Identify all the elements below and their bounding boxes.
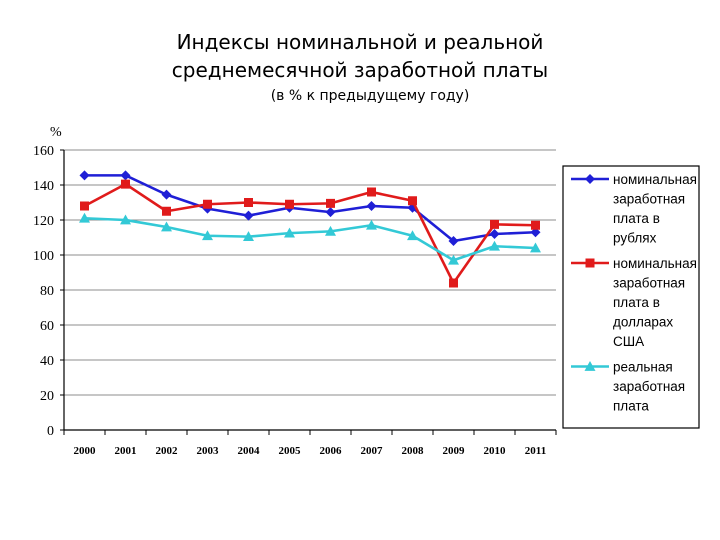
y-axis-label: %: [50, 125, 62, 140]
x-tick-2003: 2003: [197, 445, 220, 457]
series-1-point-2009: [448, 236, 459, 246]
x-tick-2008: 2008: [402, 445, 425, 457]
series-3-point-2008: [407, 230, 418, 241]
series-2-point-2011: [531, 220, 540, 230]
series-2-point-2007: [367, 187, 376, 197]
series-3-point-2002: [161, 221, 172, 232]
series-3-point-2003: [202, 230, 213, 241]
y-tick-100: 100: [33, 249, 54, 264]
legend-swatch-marker-1: [585, 174, 595, 184]
series-3-point-2005: [284, 227, 295, 238]
series-3-point-2010: [489, 240, 500, 251]
series-2-point-2008: [408, 196, 417, 206]
series-2-point-2003: [203, 199, 212, 209]
x-tick-2009: 2009: [443, 445, 466, 457]
x-tick-labels: 2000 2001 2002 2003 2004 2005 2006 2007 2008 2009…: [74, 445, 547, 457]
legend-label-2-line-1: номинальная: [613, 256, 697, 271]
series-group: [79, 170, 541, 288]
x-tick-2000: 2000: [74, 445, 97, 457]
legend-label-3-line-1: реальная: [613, 360, 673, 375]
y-tick-60: 60: [40, 319, 54, 334]
y-tick-20: 20: [40, 389, 54, 404]
series-1-point-2007: [366, 201, 377, 211]
legend-label-1-line-2: заработная: [613, 192, 685, 207]
gridlines: [64, 149, 556, 396]
series-2-point-2004: [244, 198, 253, 207]
y-tick-0: 0: [47, 424, 54, 439]
chart-title: Индексы номинальной и реальной среднемес…: [100, 28, 620, 84]
y-tick-40: 40: [40, 354, 54, 369]
axes: [60, 149, 557, 435]
series-3-point-2006: [325, 225, 336, 236]
series-1-point-2004: [243, 210, 254, 221]
legend-label-2-line-4: долларах: [613, 315, 673, 330]
legend-label-1-line-1: номинальная: [613, 172, 697, 187]
series-2: [80, 179, 540, 288]
legend-item-1: номинальная заработная плата в рублях: [571, 172, 697, 246]
legend-item-2: номинальная заработная плата в долларах США: [571, 256, 697, 349]
series-3: [79, 212, 541, 265]
chart-title-line-1: Индексы номинальной и реальной: [176, 30, 544, 54]
series-2-point-2009: [449, 278, 458, 288]
x-tick-2010: 2010: [484, 445, 507, 457]
x-tick-2006: 2006: [320, 445, 343, 457]
legend-box: [562, 165, 700, 429]
legend-label-1-line-4: рублях: [613, 231, 657, 246]
y-tick-160: 160: [33, 144, 54, 159]
legend-label-1-line-3: плата в: [613, 211, 660, 226]
series-2-point-2006: [326, 198, 335, 208]
legend-swatch-marker-3: [584, 361, 596, 371]
series-2-point-2001: [121, 179, 130, 189]
series-3-point-2004: [243, 231, 254, 242]
series-3-point-2001: [120, 214, 131, 225]
x-tick-2007: 2007: [361, 445, 384, 457]
series-2-line: [83, 182, 536, 285]
y-tick-120: 120: [33, 214, 54, 229]
legend-swatch-marker-2: [585, 258, 595, 268]
y-tick-80: 80: [40, 284, 54, 299]
x-tick-2001: 2001: [115, 445, 137, 457]
series-3-point-2009: [448, 254, 459, 265]
series-1-point-2010: [489, 229, 500, 239]
legend-label-2-line-3: плата в: [613, 295, 660, 310]
chart-subtitle: (в % к предыдущему году): [270, 88, 470, 104]
series-3-point-2011: [530, 242, 541, 253]
x-tick-2005: 2005: [279, 445, 302, 457]
series-2-point-2000: [80, 201, 89, 211]
x-tick-2011: 2011: [525, 445, 546, 457]
legend-label-2-line-5: США: [613, 334, 644, 349]
series-1-point-2002: [161, 189, 172, 200]
x-tick-2002: 2002: [156, 445, 179, 457]
series-1-point-2000: [79, 170, 90, 181]
legend-item-3: реальная заработная плата: [571, 360, 685, 414]
series-1: [79, 170, 541, 246]
y-tick-labels: 0 20 40 60 80 100 120 140 160: [33, 144, 54, 439]
chart-title-line-2: среднемесячной заработной платы: [171, 58, 549, 82]
y-tick-140: 140: [33, 179, 54, 194]
legend-label-2-line-2: заработная: [613, 276, 685, 291]
series-2-point-2002: [162, 206, 171, 216]
x-tick-2004: 2004: [238, 445, 261, 457]
series-2-point-2010: [490, 219, 499, 229]
legend-label-3-line-3: плата: [613, 399, 649, 414]
legend-label-3-line-2: заработная: [613, 379, 685, 394]
series-3-line: [84, 216, 536, 262]
series-3-point-2000: [79, 212, 90, 223]
series-1-line: [84, 174, 536, 243]
series-2-point-2005: [285, 199, 294, 209]
series-3-point-2007: [366, 219, 377, 230]
series-1-point-2006: [325, 207, 336, 218]
series-1-point-2001: [120, 170, 131, 181]
